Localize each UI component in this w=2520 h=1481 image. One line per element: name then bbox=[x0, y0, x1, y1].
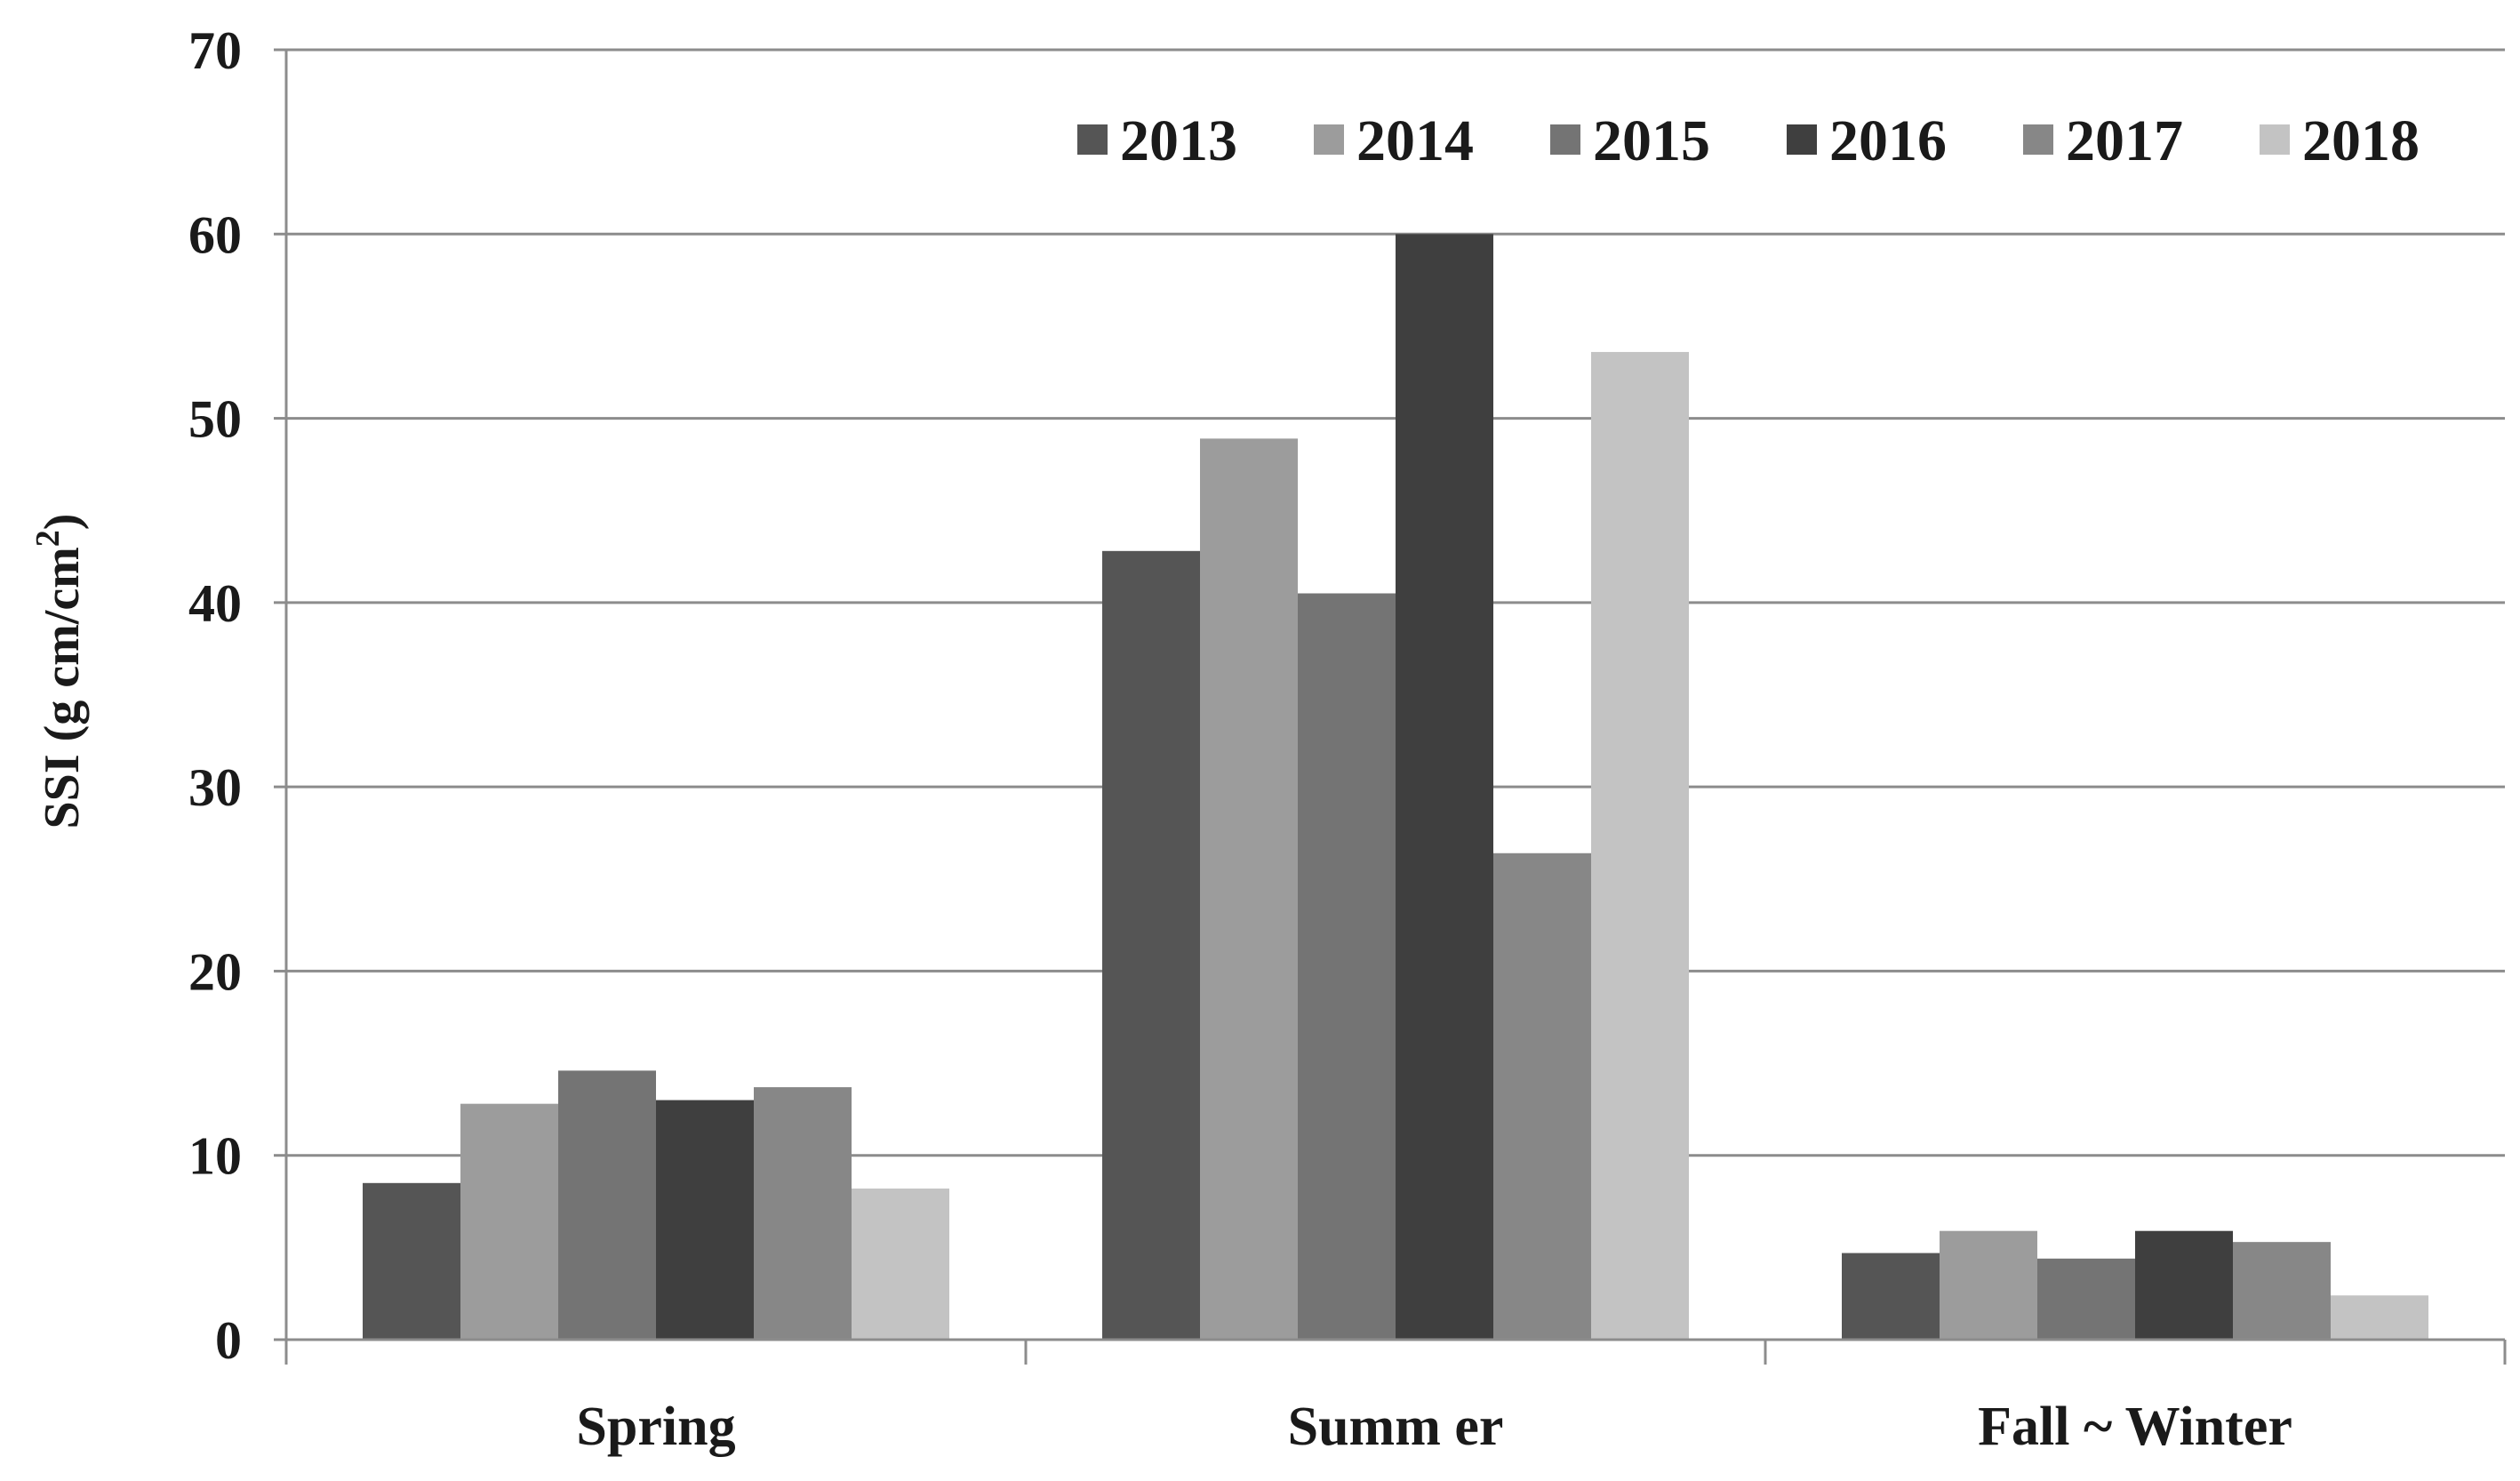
y-tick-label-5: 50 bbox=[188, 390, 242, 449]
y-tick-label-4: 40 bbox=[188, 574, 242, 633]
y-tick-label-2: 20 bbox=[188, 942, 242, 1001]
y-tick-labels: 0 10 20 30 40 50 60 70 bbox=[188, 21, 242, 1370]
bar-summ-er-2014 bbox=[1200, 438, 1298, 1340]
bar-fall-winter-2016 bbox=[2135, 1230, 2233, 1340]
y-tick-label-6: 60 bbox=[188, 205, 242, 264]
y-tick-label-7: 70 bbox=[188, 21, 242, 80]
legend-label-2013: 2013 bbox=[1120, 108, 1237, 173]
bar-spring-2013 bbox=[363, 1182, 460, 1340]
category-label-1: Summ er bbox=[1288, 1397, 1504, 1457]
bar-fall-winter-2014 bbox=[1940, 1230, 2037, 1340]
bars bbox=[363, 234, 2428, 1341]
category-labels: Spring Summ er Fall ~ Winter bbox=[576, 1397, 2292, 1457]
bar-summ-er-2016 bbox=[1396, 234, 1493, 1341]
bar-fall-winter-2018 bbox=[2331, 1295, 2428, 1340]
axes bbox=[284, 50, 2507, 1365]
legend-swatch-2016 bbox=[1787, 124, 1817, 155]
category-label-0: Spring bbox=[576, 1397, 735, 1457]
y-tick-label-3: 30 bbox=[188, 758, 242, 817]
legend: 2013 2014 2015 2016 2017 2018 bbox=[1077, 108, 2420, 173]
bar-spring-2014 bbox=[460, 1103, 558, 1340]
y-tick-label-1: 10 bbox=[188, 1127, 242, 1186]
bar-summ-er-2018 bbox=[1591, 351, 1689, 1340]
bar-spring-2016 bbox=[656, 1100, 754, 1340]
bar-fall-winter-2015 bbox=[2037, 1258, 2135, 1340]
bar-summ-er-2013 bbox=[1102, 550, 1200, 1340]
legend-swatch-2013 bbox=[1077, 124, 1108, 155]
bar-summ-er-2015 bbox=[1298, 593, 1396, 1340]
bar-summ-er-2017 bbox=[1493, 853, 1591, 1340]
legend-label-2014: 2014 bbox=[1356, 108, 1474, 173]
legend-label-2016: 2016 bbox=[1829, 108, 1947, 173]
legend-swatch-2015 bbox=[1550, 124, 1580, 155]
legend-swatch-2014 bbox=[1314, 124, 1344, 155]
legend-label-2018: 2018 bbox=[2302, 108, 2420, 173]
bar-spring-2015 bbox=[558, 1070, 656, 1340]
bar-spring-2018 bbox=[852, 1189, 949, 1340]
category-label-2: Fall ~ Winter bbox=[1978, 1397, 2292, 1457]
legend-swatch-2017 bbox=[2023, 124, 2053, 155]
y-axis-title: SSI (g cm/cm2) bbox=[29, 514, 90, 829]
legend-swatch-2018 bbox=[2260, 124, 2290, 155]
bar-spring-2017 bbox=[754, 1087, 852, 1340]
legend-label-2017: 2017 bbox=[2066, 108, 2183, 173]
bar-fall-winter-2017 bbox=[2233, 1242, 2331, 1340]
legend-label-2015: 2015 bbox=[1593, 108, 1710, 173]
y-tick-label-0: 0 bbox=[215, 1311, 242, 1370]
bar-fall-winter-2013 bbox=[1842, 1253, 1940, 1340]
